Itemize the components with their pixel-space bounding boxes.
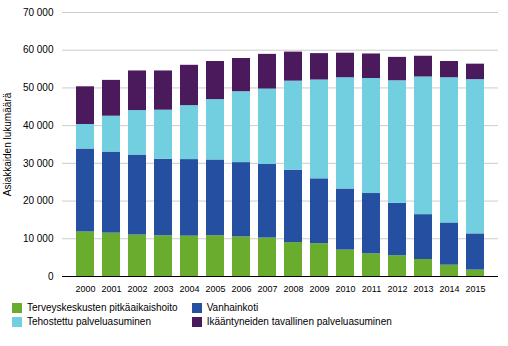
svg-text:2013: 2013 <box>413 284 433 294</box>
html-text:Tehostettu palveluasuminen: Tehostettu palveluasuminen <box>27 316 151 327</box>
svg-text:2001: 2001 <box>101 284 121 294</box>
svg-text:20 000: 20 000 <box>23 195 54 206</box>
svg-text:2005: 2005 <box>205 284 225 294</box>
svg-text:50 000: 50 000 <box>23 82 54 93</box>
svg-text:2000: 2000 <box>75 284 95 294</box>
svg-text:2011: 2011 <box>362 284 381 294</box>
svg-text:2008: 2008 <box>283 284 303 294</box>
svg-text:2015: 2015 <box>465 284 485 294</box>
svg-text:2010: 2010 <box>335 284 355 294</box>
svg-text:2009: 2009 <box>309 284 329 294</box>
svg-text:40 000: 40 000 <box>23 120 54 131</box>
html-text:Ikääntyneiden tavallinen palve: Ikääntyneiden tavallinen palveluasuminen <box>206 316 392 327</box>
html-text:Terveyskeskusten pitkäaikaisho: Terveyskeskusten pitkäaikaishoito <box>27 302 178 313</box>
svg-text:0: 0 <box>48 271 54 282</box>
svg-text:2014: 2014 <box>439 284 459 294</box>
html-text:Vanhainkoti: Vanhainkoti <box>206 302 259 313</box>
svg-text:30 000: 30 000 <box>23 158 54 169</box>
svg-text:2007: 2007 <box>257 284 277 294</box>
svg-text:2002: 2002 <box>127 284 147 294</box>
svg-text:10 000: 10 000 <box>23 233 54 244</box>
svg-text:2006: 2006 <box>231 284 251 294</box>
svg-text:2003: 2003 <box>153 284 173 294</box>
svg-text:2012: 2012 <box>387 284 407 294</box>
svg-text:70 000: 70 000 <box>23 7 54 18</box>
svg-text:60 000: 60 000 <box>23 44 54 55</box>
svg-text:Asiakkaiden lukumäärä: Asiakkaiden lukumäärä <box>2 92 13 196</box>
svg-text:2004: 2004 <box>179 284 199 294</box>
